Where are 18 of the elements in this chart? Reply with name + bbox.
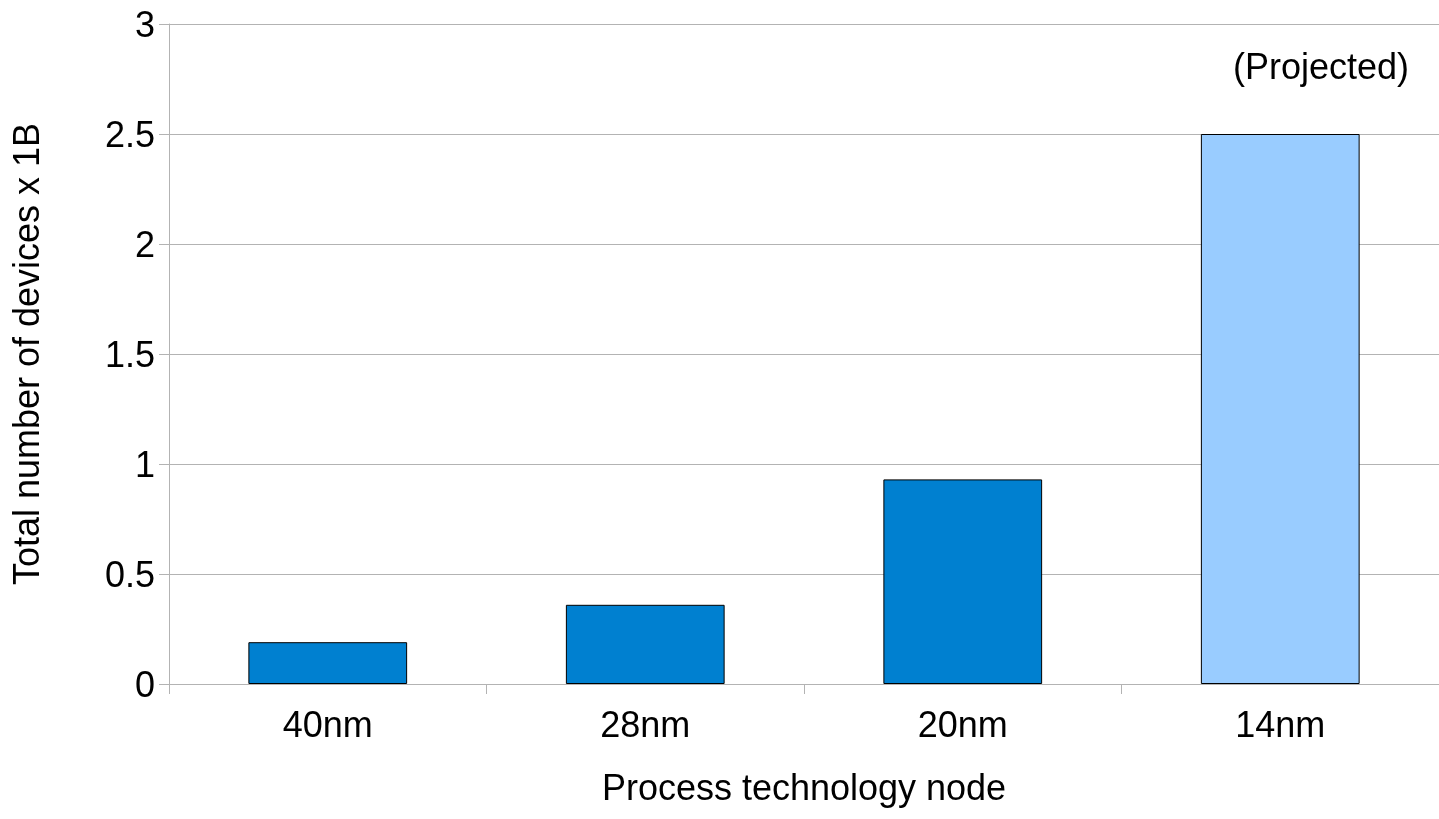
x-tick-label: 28nm — [600, 703, 691, 745]
y-tick-label: 1 — [134, 443, 155, 485]
y-tick-label: 3 — [134, 3, 155, 45]
y-tick-label: 0 — [134, 663, 155, 705]
y-axis-title: Total number of devices x 1B — [5, 122, 47, 586]
x-tick-label: 40nm — [282, 703, 373, 745]
x-tick-label: 14nm — [1235, 703, 1326, 745]
bar — [883, 479, 1043, 684]
annotation: (Projected) — [1232, 45, 1409, 87]
x-tick-label: 20nm — [917, 703, 1008, 745]
x-axis-title: Process technology node — [601, 766, 1007, 808]
y-tick-label: 2.5 — [104, 113, 155, 155]
y-tick-label: 1.5 — [104, 333, 155, 375]
bar — [565, 604, 725, 684]
y-tick-label: 0.5 — [104, 553, 155, 595]
y-tick-label: 2 — [134, 223, 155, 265]
bar — [1200, 134, 1360, 684]
bar — [248, 642, 408, 684]
